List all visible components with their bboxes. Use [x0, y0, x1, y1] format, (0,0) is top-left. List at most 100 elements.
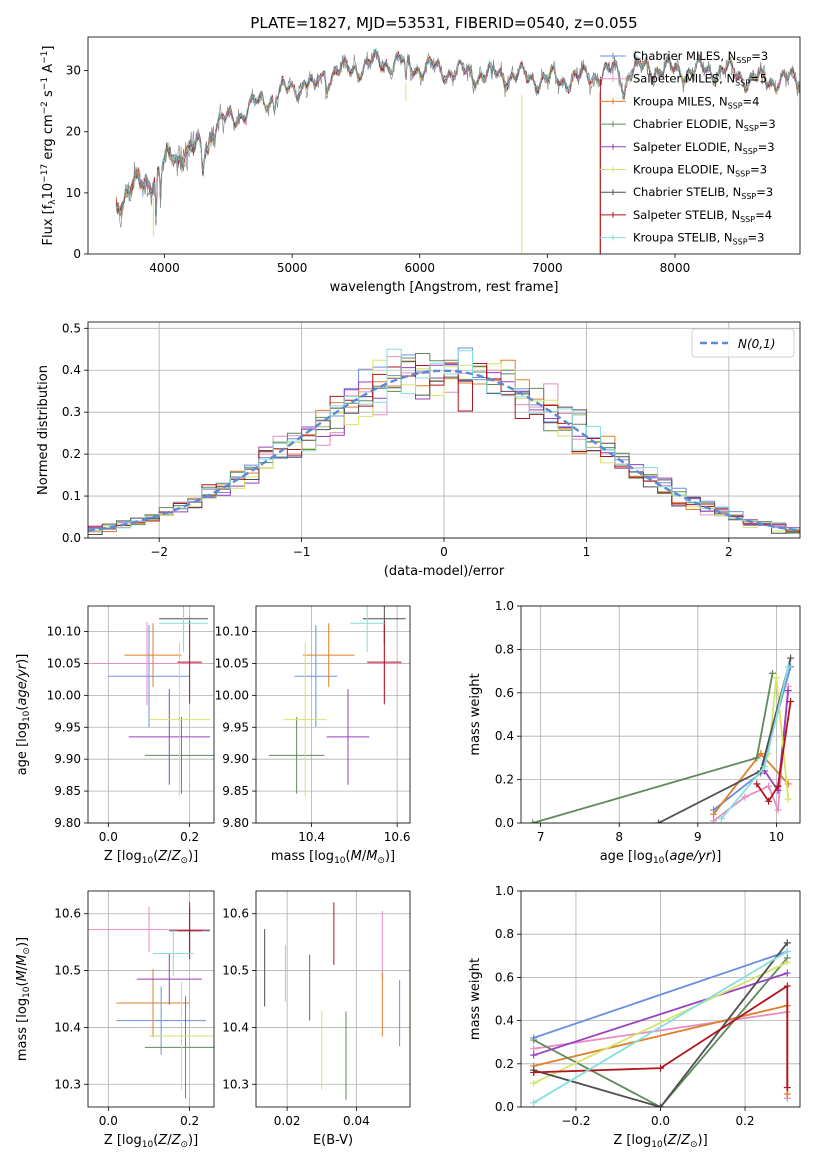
y-tick-label: 10.10 — [47, 625, 81, 639]
y-tick-label: 9.80 — [222, 816, 249, 830]
mass_vs_Z-plot-area — [88, 902, 214, 1099]
legend-label: Kroupa MILES, NSSP=4 — [633, 94, 760, 110]
legend-ssp-subscript: SSP — [735, 79, 750, 88]
legend-nssp-prefix: , N — [720, 49, 736, 63]
mass-weight-point — [710, 817, 718, 823]
mass-weight-series — [533, 942, 789, 1107]
mass-weight-point — [772, 674, 780, 682]
y-tick-label: 10.5 — [54, 964, 81, 978]
spectrum-plot-area — [115, 48, 800, 254]
mass-weight-point — [655, 819, 663, 823]
mass-weight-point — [530, 1079, 538, 1087]
x-tick-label: 2 — [725, 545, 733, 559]
y-tick-label: 0.4 — [495, 729, 514, 743]
y-tick-label: 20 — [66, 125, 81, 139]
y-tick-label: 9.95 — [54, 720, 81, 734]
legend-ssp-subscript: SSP — [735, 170, 750, 179]
mass-weight-point — [717, 815, 725, 823]
mass-weight-point — [530, 1099, 538, 1107]
legend-nssp-value: =3 — [750, 163, 767, 177]
mass-weight-point — [768, 669, 776, 677]
mass-weight-point — [753, 780, 761, 788]
weight_vs_Z-panel: −0.2 0.0 0.2 0.0 0.2 0.4 0.6 0.8 1.0 Z [log10(Z/Z… — [468, 884, 801, 1150]
mass-weight-point — [530, 1068, 538, 1076]
age_vs_mass-panel: 10.4 10.6 9.80 9.85 9.90 9.95 10.00 10.05 10.10 m… — [215, 605, 411, 866]
legend-ssp-subscript: SSP — [733, 238, 748, 247]
y-tick-label: 10.3 — [54, 1077, 81, 1091]
mass-weight-series — [533, 961, 788, 1085]
legend-nssp-value: =3 — [748, 231, 765, 245]
y-tick-label: 10.05 — [47, 656, 81, 670]
x-tick-label: 6000 — [404, 261, 435, 275]
mass-weight-point — [783, 1084, 791, 1092]
y-tick-label: 0.8 — [495, 927, 514, 941]
legend-nssp-prefix: , N — [712, 94, 728, 108]
normal-reference-curve — [88, 369, 800, 532]
legend-label: Kroupa ELODIE, NSSP=3 — [633, 163, 767, 179]
age_vs_Z-panel: 0.0 0.2 9.80 9.85 9.90 9.95 10.00 10.05 10.10 Z [… — [15, 605, 215, 866]
y-tick-label: 0.1 — [62, 489, 81, 503]
x-tick-label: 0.2 — [735, 1114, 754, 1128]
mass-weight-point — [783, 969, 791, 977]
y-tick-label: 0.5 — [62, 321, 81, 335]
mass-weight-point — [765, 782, 773, 790]
y-axis-label: mass [log10(M/M⊙)] — [15, 937, 32, 1061]
legend-model-name: Kroupa ELODIE — [633, 163, 719, 177]
y-tick-label: 0.8 — [495, 642, 514, 656]
axes-frame — [520, 605, 801, 824]
mass-weight-point — [741, 793, 749, 801]
spectrum-panel: 4000 5000 6000 7000 8000 0 10 20 30 Chabrier MILE… — [40, 36, 801, 295]
mass-weight-point — [783, 958, 791, 966]
x-tick-label: 0 — [440, 545, 448, 559]
mass-weight-point — [753, 754, 761, 762]
mass-weight-series — [756, 701, 792, 803]
y-tick-label: 30 — [66, 64, 81, 78]
mass-weight-point — [783, 939, 791, 947]
x-tick-label: 7000 — [532, 261, 563, 275]
weight_vs_Z-grid — [521, 890, 800, 1108]
legend-ssp-subscript: SSP — [741, 192, 756, 201]
y-tick-label: 0.3 — [62, 405, 81, 419]
x-tick-label: 0.0 — [651, 1114, 670, 1128]
y-tick-label: 10.5 — [222, 964, 249, 978]
x-tick-label: 0.02 — [274, 1114, 301, 1128]
age_vs_mass-grid — [256, 606, 410, 824]
x-tick-label: −0.2 — [561, 1114, 590, 1128]
x-axis-label: Z [log10(Z/Z⊙)] — [104, 849, 198, 866]
axes-frame — [87, 36, 801, 255]
x-axis-label: E(B-V) — [313, 1133, 353, 1148]
mass-weight-point — [657, 1064, 664, 1072]
axes-frame — [87, 605, 215, 824]
mass-weight-series — [533, 950, 788, 1039]
legend-nssp-prefix: , N — [717, 231, 733, 245]
legend-label: N(0,1) — [738, 337, 775, 351]
x-axis-label: Z [log10(Z/Z⊙)] — [613, 1133, 707, 1150]
x-axis-label: Z [log10(Z/Z⊙)] — [104, 1133, 198, 1150]
legend-label: Salpeter STELIB, NSSP=4 — [633, 208, 772, 224]
legend-model-name: Kroupa MILES — [633, 94, 712, 108]
y-tick-label: 0.2 — [495, 773, 514, 787]
legend-label: Chabrier ELODIE, NSSP=3 — [633, 117, 776, 133]
legend-model-name: Salpeter STELIB — [633, 208, 724, 222]
axes-frame — [255, 890, 411, 1108]
legend-label: Salpeter ELODIE, NSSP=3 — [633, 140, 775, 156]
x-tick-label: 0.2 — [180, 830, 199, 844]
legend-model-name: Chabrier STELIB — [633, 185, 725, 199]
legend-nssp-value: =3 — [759, 117, 776, 131]
y-tick-label: 10.6 — [222, 907, 249, 921]
y-tick-label: 0.4 — [62, 363, 81, 377]
legend-box — [691, 328, 795, 358]
age_vs_mass-plot-area — [268, 606, 406, 797]
axes-frame — [87, 890, 215, 1108]
legend-label: Salpeter MILES, NSSP=5 — [633, 72, 767, 88]
mass-weight-point — [774, 782, 782, 790]
legend-ssp-subscript: SSP — [743, 147, 758, 156]
legend-nssp-value: =3 — [756, 185, 773, 199]
mass_vs_ebv-plot-area — [264, 902, 401, 1101]
mass-weight-point — [783, 947, 791, 955]
x-tick-label: 0.2 — [180, 1114, 199, 1128]
legend-label: Kroupa STELIB, NSSP=3 — [633, 231, 764, 247]
legend-nssp-prefix: , N — [727, 140, 743, 154]
x-tick-label: 5000 — [277, 261, 308, 275]
